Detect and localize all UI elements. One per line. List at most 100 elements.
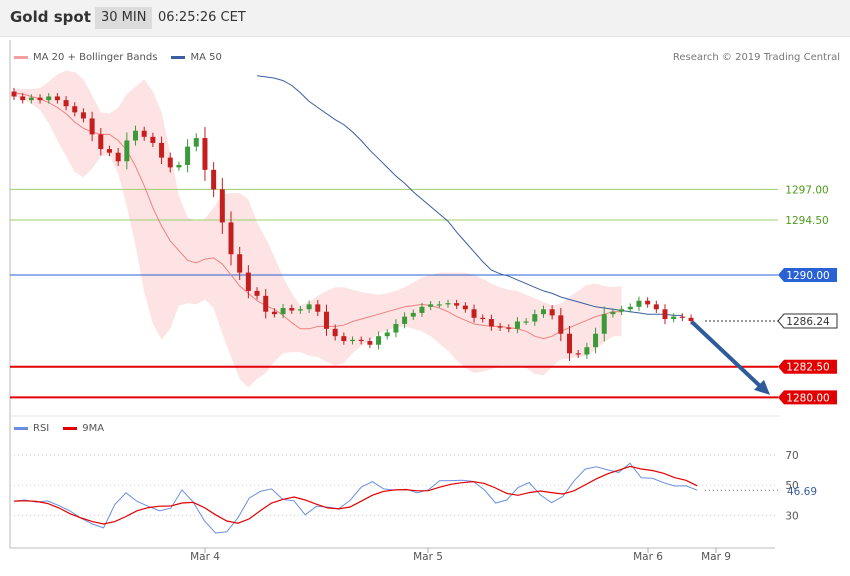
candle-body	[150, 136, 156, 143]
level-resistance-1: 1294.50	[10, 212, 836, 227]
candle-body	[593, 333, 599, 348]
candles	[11, 87, 694, 362]
level-tag	[778, 212, 836, 227]
candle-body	[46, 96, 52, 101]
credit-text: Research © 2019 Trading Central	[672, 52, 840, 63]
level-current-3: 1286.24	[705, 313, 838, 329]
rsi-legend: RSI 9MA	[14, 423, 118, 434]
candle-body	[254, 290, 260, 296]
candle-body	[28, 97, 34, 101]
ma50-swatch	[171, 56, 186, 59]
candle-body	[462, 305, 468, 310]
legend-ma20: MA 20 + Bollinger Bands	[14, 52, 157, 63]
candle-body	[350, 339, 356, 342]
x-tick-label: Mar 9	[701, 551, 731, 563]
candle-body	[133, 130, 139, 141]
candle-body	[376, 336, 382, 345]
timeframe-button[interactable]: 30 MIN	[95, 7, 153, 29]
candle-body	[280, 308, 286, 315]
level-tag	[778, 390, 837, 405]
level-label: 1282.50	[786, 362, 829, 374]
rsi-tick-label: 50	[785, 480, 798, 492]
candle-body	[567, 333, 573, 354]
level-tag	[778, 268, 837, 283]
candle-body	[506, 327, 512, 329]
candle-body	[480, 317, 486, 320]
candle-body	[20, 96, 26, 101]
price-legend: MA 20 + Bollinger Bands MA 50	[14, 52, 236, 63]
level-support-5: 1280.00	[10, 390, 837, 405]
level-label: 1297.00	[785, 184, 828, 196]
candle-body	[106, 149, 112, 153]
candle-body	[358, 339, 364, 342]
level-pivot-2: 1290.00	[10, 268, 837, 283]
candle-body	[558, 315, 564, 334]
candle-body	[497, 326, 503, 328]
level-label: 1294.50	[785, 215, 828, 227]
candle-body	[645, 300, 651, 305]
candle-body	[688, 317, 694, 322]
candle-body	[367, 341, 373, 345]
candle-body	[410, 312, 416, 317]
candle-body	[619, 309, 625, 312]
candle-body	[471, 309, 477, 318]
level-label: 1290.00	[786, 270, 829, 282]
legend-ma50-label: MA 50	[190, 52, 222, 63]
candle-body	[237, 254, 243, 273]
candle-body	[202, 138, 208, 170]
candle-body	[514, 321, 520, 329]
candle-body	[662, 309, 668, 320]
candle-body	[245, 272, 251, 291]
candle-body	[671, 316, 677, 320]
candle-body	[393, 323, 399, 333]
candle-body	[332, 328, 338, 337]
candle-body	[549, 309, 555, 316]
candle-body	[454, 303, 460, 306]
candle-body	[445, 303, 451, 305]
candle-body	[428, 304, 434, 307]
ma20-line	[13, 92, 622, 340]
candle-body	[653, 304, 659, 310]
candle-body	[263, 295, 269, 312]
level-resistance-0: 1297.00	[10, 182, 836, 197]
forecast-arrowhead	[754, 379, 770, 395]
candle-body	[384, 332, 390, 337]
rsi-last-label: 46.69	[787, 486, 817, 498]
candle-body	[80, 112, 86, 119]
candle-body	[54, 96, 60, 101]
rsi-ma-line	[13, 465, 698, 525]
candle-body	[297, 309, 303, 311]
ma20-swatch	[14, 56, 28, 59]
level-support-4: 1282.50	[10, 359, 837, 374]
candle-body	[124, 140, 130, 162]
rsi-line	[13, 462, 698, 534]
candle-body	[610, 311, 616, 315]
candle-body	[306, 304, 312, 310]
timestamp: 06:25:26 CET	[158, 10, 246, 25]
level-tag	[777, 313, 838, 329]
ma50-line	[256, 75, 683, 316]
instrument-title: Gold spot	[10, 8, 91, 26]
rsi-tick-label: 30	[785, 510, 798, 522]
candle-body	[37, 97, 43, 101]
legend-ma20-label: MA 20 + Bollinger Bands	[33, 52, 158, 63]
legend-ma50: MA 50	[171, 52, 222, 63]
candle-body	[228, 222, 234, 255]
candle-body	[115, 152, 121, 162]
candle-body	[289, 308, 295, 311]
candle-body	[627, 306, 633, 310]
candle-body	[436, 304, 442, 306]
candle-body	[575, 353, 581, 355]
candle-body	[141, 130, 147, 137]
bollinger-band-area	[14, 70, 622, 388]
candle-body	[98, 134, 104, 150]
candle-body	[584, 347, 590, 355]
candle-body	[679, 316, 685, 318]
candle-body	[341, 336, 347, 342]
candle-body	[271, 311, 277, 315]
level-label: 1280.00	[786, 392, 829, 404]
candle-body	[193, 138, 199, 147]
legend-rsi-label: RSI	[33, 423, 50, 434]
candle-body	[185, 146, 191, 165]
